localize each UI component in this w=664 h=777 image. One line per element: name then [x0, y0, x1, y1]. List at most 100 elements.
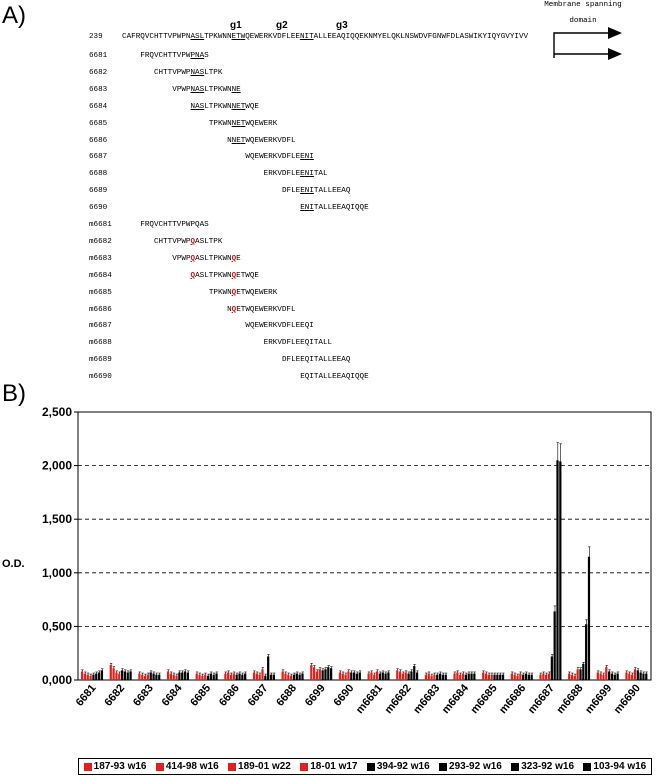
- bar: [467, 673, 470, 680]
- bar: [358, 672, 361, 680]
- legend-item: 103-94 w16: [583, 761, 646, 772]
- bar: [290, 675, 293, 680]
- bar: [92, 674, 95, 680]
- peptide-sequence: WQEWERKVDFLEEQI: [245, 322, 314, 331]
- bar: [138, 673, 141, 680]
- peptide-id: m6682: [89, 237, 112, 246]
- bar: [172, 674, 175, 680]
- bar: [321, 670, 324, 680]
- bar: [582, 663, 585, 680]
- bar: [338, 672, 342, 680]
- legend-item: 187-93 w16: [83, 761, 147, 772]
- peptide-sequence: CHTTVPWPNASLTPK: [153, 68, 223, 77]
- bar: [146, 674, 150, 680]
- bar: [178, 672, 181, 680]
- x-tick-label: 6699: [303, 682, 328, 708]
- bar: [568, 673, 571, 680]
- peptide-id: m6689: [89, 356, 112, 365]
- bar: [97, 672, 101, 680]
- bar: [470, 673, 473, 680]
- glyco-label-g1: g1: [230, 20, 242, 31]
- bar: [238, 673, 241, 680]
- bar: [143, 675, 147, 680]
- x-tick-label: m6688: [554, 682, 585, 716]
- panel-a: A) g1 g2 g3 Membrane spanning domain 239…: [0, 0, 664, 385]
- bar: [573, 675, 576, 680]
- peptide-id: m6688: [89, 339, 112, 348]
- bar: [493, 674, 496, 680]
- legend-swatch: [83, 762, 92, 771]
- x-tick-label: m6684: [440, 682, 472, 717]
- legend-swatch: [583, 762, 592, 771]
- bar: [530, 674, 533, 680]
- peptide-id: 6683: [89, 85, 108, 94]
- bar: [264, 675, 267, 680]
- bar: [269, 674, 273, 680]
- bar: [513, 674, 516, 680]
- y-tick-label: 0,000: [42, 673, 72, 687]
- x-tick-label: m6687: [526, 682, 557, 716]
- bar: [484, 673, 488, 680]
- bar: [258, 674, 261, 680]
- bar: [284, 673, 287, 680]
- x-tick-label: m6686: [497, 682, 528, 716]
- bar: [602, 674, 605, 680]
- bar: [413, 666, 416, 680]
- bar: [441, 674, 445, 680]
- bar: [198, 674, 201, 680]
- bar: [487, 674, 490, 680]
- peptide-sequence: QASLTPKWNQETWQE: [190, 271, 259, 280]
- bar: [453, 673, 456, 680]
- panel-a-label: A): [2, 2, 26, 29]
- bar: [195, 673, 198, 680]
- bar: [370, 672, 373, 680]
- tm-label-line1: Membrane spanning: [544, 1, 622, 9]
- bar: [407, 673, 410, 680]
- bar: [438, 673, 442, 680]
- bar: [186, 672, 189, 680]
- reference-id: 239: [89, 33, 103, 41]
- bar: [350, 672, 353, 680]
- bar: [123, 671, 127, 680]
- bar: [381, 672, 384, 680]
- bar: [224, 673, 227, 680]
- bar: [556, 460, 559, 680]
- bar: [464, 674, 468, 680]
- peptide-id: m6681: [89, 221, 112, 229]
- bar: [436, 674, 439, 680]
- bar: [212, 674, 215, 680]
- bar: [344, 674, 347, 680]
- bar: [118, 673, 121, 680]
- peptide-id: m6683: [89, 254, 112, 263]
- bar: [155, 674, 158, 680]
- bar: [510, 673, 513, 680]
- peptide-sequence: FRQVCHTTVPWPQAS: [140, 221, 209, 229]
- legend-item: 189-01 w22: [228, 761, 291, 772]
- bar: [206, 675, 210, 680]
- bar: [373, 674, 376, 680]
- bar: [496, 674, 499, 680]
- peptide-sequence: VPWPNASLTPKWNNE: [172, 85, 241, 94]
- bar: [553, 611, 556, 680]
- bar: [375, 671, 379, 680]
- bar: [100, 670, 104, 680]
- bar: [545, 674, 548, 680]
- bar: [158, 674, 161, 680]
- bar: [613, 674, 616, 680]
- legend-label: 293-92 w16: [449, 761, 502, 772]
- bar: [430, 675, 433, 680]
- peptide-sequence: NQETWQEWERKVDFL: [227, 305, 296, 314]
- bar: [209, 673, 212, 680]
- bar: [112, 668, 115, 680]
- peptide-sequence: WQEWERKVDFLEENI: [245, 153, 314, 162]
- peptide-id: 6688: [89, 170, 108, 179]
- bar: [232, 673, 235, 680]
- bar: [516, 675, 519, 680]
- peptide-sequence: CAFRQVCHTTVPWPNASLTPKWNNETWQEWERKVDFLEEN…: [122, 33, 529, 41]
- bar: [109, 664, 112, 680]
- bar: [519, 673, 522, 680]
- bar: [301, 673, 304, 680]
- legend-swatch: [155, 762, 164, 771]
- peptide-id: 6687: [89, 153, 108, 162]
- bar: [298, 674, 301, 680]
